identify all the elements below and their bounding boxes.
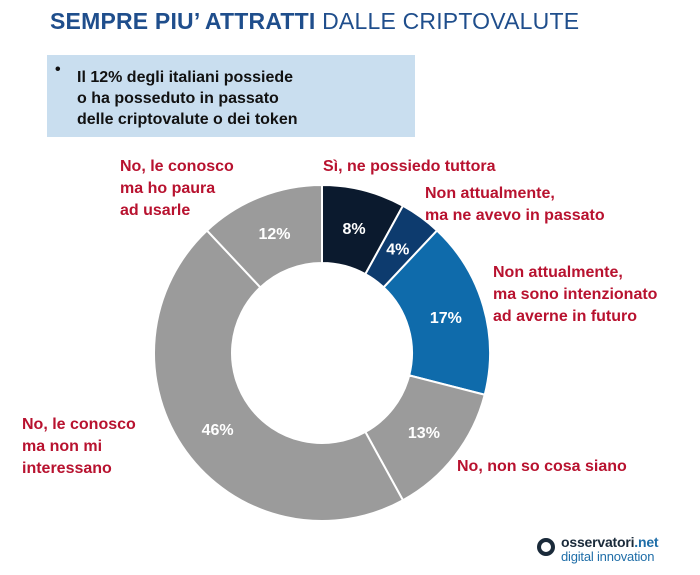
category-label-5-line-1: No, le conosco	[22, 416, 136, 433]
logo-line-1: osservatori.net	[561, 534, 659, 550]
logo-ring-icon	[537, 538, 555, 556]
callout-line-3: delle criptovalute o dei token	[77, 111, 298, 128]
slice-value-label-6: 12%	[258, 226, 290, 243]
slice-value-label-3: 17%	[430, 310, 462, 327]
category-label-2: Non attualmente, ma ne avevo in passato	[425, 183, 605, 227]
logo-domain: .net	[634, 534, 659, 550]
callout-bullet: •	[55, 61, 61, 78]
category-label-2-line-1: Non attualmente,	[425, 185, 555, 202]
callout-line-1: Il 12% degli italiani possiede	[77, 69, 294, 86]
category-label-3-line-2: ma sono intenzionato	[493, 286, 658, 303]
callout-text: Il 12% degli italiani possiede o ha poss…	[77, 67, 298, 130]
category-label-3-line-1: Non attualmente,	[493, 264, 623, 281]
category-label-4: No, non so cosa siano	[457, 456, 627, 478]
category-label-5: No, le conosco ma non mi interessano	[22, 414, 136, 480]
category-label-3-line-3: ad averne in futuro	[493, 308, 638, 325]
donut-slice-5	[153, 229, 405, 522]
callout-box: • Il 12% degli italiani possiede o ha po…	[47, 55, 415, 137]
category-label-6: No, le conosco ma ho paura ad usarle	[120, 156, 234, 222]
category-label-5-line-3: interessano	[22, 460, 112, 477]
donut-slice-6	[205, 183, 323, 289]
slice-value-label-1: 8%	[343, 221, 366, 238]
category-label-5-line-2: ma non mi	[22, 438, 103, 455]
slice-value-label-2: 4%	[386, 242, 409, 259]
category-label-6-line-2: ma ho paura	[120, 180, 216, 197]
callout-line-2: o ha posseduto in passato	[77, 90, 279, 107]
category-label-6-line-3: ad usarle	[120, 202, 191, 219]
category-label-4-line-1: No, non so cosa siano	[457, 458, 627, 475]
title-bold: SEMPRE PIU’ ATTRATTI	[50, 8, 316, 34]
chart-title: SEMPRE PIU’ ATTRATTI DALLE CRIPTOVALUTE	[50, 8, 579, 35]
logo-name: osservatori	[561, 534, 635, 550]
slice-value-label-4: 13%	[408, 425, 440, 442]
logo-line-2: digital innovation	[561, 549, 655, 564]
category-label-1: Sì, ne possiedo tuttora	[323, 156, 495, 178]
slice-value-label-5: 46%	[202, 422, 234, 439]
category-label-1-line-1: Sì, ne possiedo tuttora	[323, 158, 496, 175]
category-label-6-line-1: No, le conosco	[120, 158, 234, 175]
category-label-2-line-2: ma ne avevo in passato	[425, 207, 605, 224]
category-label-3: Non attualmente, ma sono intenzionato ad a…	[493, 262, 657, 328]
title-rest: DALLE CRIPTOVALUTE	[322, 8, 580, 34]
osservatori-logo: osservatori.net digital innovation	[537, 534, 687, 568]
